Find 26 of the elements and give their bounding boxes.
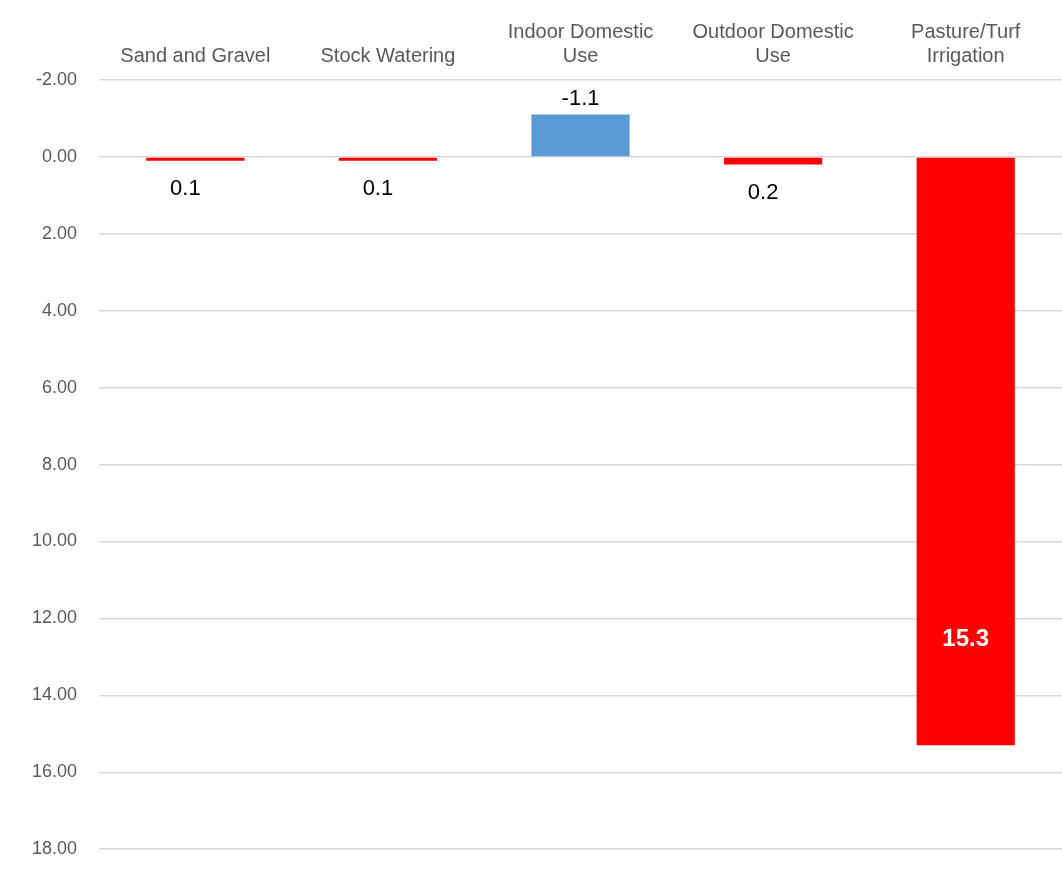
y-tick-label: 14.00 bbox=[32, 684, 78, 705]
bar bbox=[916, 157, 1015, 746]
y-tick-label: 6.00 bbox=[42, 376, 78, 397]
bar bbox=[531, 114, 630, 157]
x-tick-label: Pasture/Turf Irrigation bbox=[911, 19, 1021, 66]
data-label: 0.2 bbox=[747, 178, 779, 204]
x-tick-label: Outdoor Domestic Use bbox=[692, 19, 854, 66]
data-label: 0.1 bbox=[362, 174, 394, 200]
data-label: -1.1 bbox=[561, 84, 600, 110]
bar bbox=[338, 157, 438, 161]
y-tick-label: 4.00 bbox=[42, 299, 78, 320]
bar bbox=[724, 157, 823, 165]
y-tick-label: 18.00 bbox=[32, 838, 78, 859]
y-tick-label: 2.00 bbox=[42, 222, 78, 243]
x-tick-label: Indoor Domestic Use bbox=[507, 19, 654, 66]
data-label: 0.1 bbox=[170, 174, 201, 200]
y-tick-label: 0.00 bbox=[42, 145, 78, 166]
y-tick-label: 16.00 bbox=[32, 761, 78, 782]
y-tick-label: -2.00 bbox=[36, 68, 78, 89]
y-tick-label: 10.00 bbox=[32, 530, 78, 551]
x-tick-label: Sand and Gravel bbox=[120, 43, 271, 66]
x-tick-label: Stock Watering bbox=[320, 43, 456, 66]
bar bbox=[146, 157, 245, 161]
data-label: 15.3 bbox=[942, 624, 990, 652]
y-tick-label: 12.00 bbox=[32, 607, 78, 628]
y-tick-label: 8.00 bbox=[42, 453, 78, 474]
